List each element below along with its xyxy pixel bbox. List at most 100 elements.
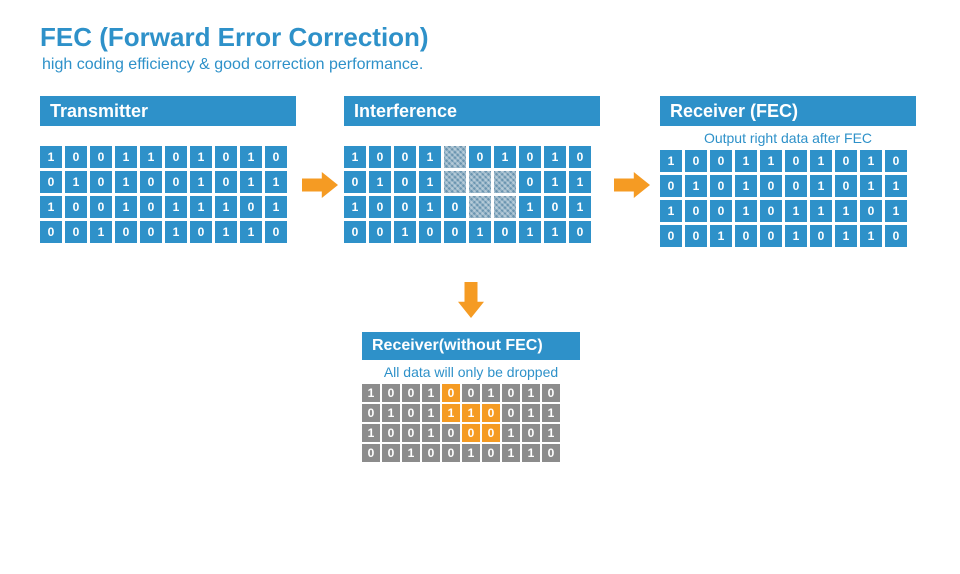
bit-cell: 0 [382, 444, 400, 462]
bit-cell: 0 [140, 196, 162, 218]
bit-cell: 1 [40, 196, 62, 218]
bit-cell: 1 [542, 404, 560, 422]
bit-cell: 0 [422, 444, 440, 462]
bit-cell: 0 [569, 146, 591, 168]
bit-cell [494, 196, 516, 218]
bit-cell: 1 [885, 200, 907, 222]
bit-cell: 1 [860, 225, 882, 247]
bit-cell: 1 [240, 171, 262, 193]
bit-cell: 1 [462, 404, 480, 422]
bit-cell: 1 [569, 171, 591, 193]
bit-cell: 0 [760, 175, 782, 197]
bit-cell: 0 [710, 150, 732, 172]
bit-cell: 0 [362, 444, 380, 462]
bit-cell: 0 [382, 424, 400, 442]
bit-cell: 0 [65, 221, 87, 243]
bit-cell: 0 [90, 171, 112, 193]
bit-cell: 0 [735, 225, 757, 247]
bit-cell [469, 171, 491, 193]
bit-cell-empty [594, 171, 616, 193]
caption-receiver-fec: Output right data after FEC [660, 130, 916, 146]
bit-cell-empty [562, 424, 580, 442]
bit-cell: 0 [685, 200, 707, 222]
bit-cell: 1 [382, 404, 400, 422]
bit-cell: 0 [502, 384, 520, 402]
bitgrid-interference: 1001010100101011100101010010010110 [344, 146, 616, 243]
bit-cell-empty [910, 225, 932, 247]
bit-cell: 1 [519, 221, 541, 243]
bit-cell: 1 [240, 146, 262, 168]
bit-cell: 1 [522, 404, 540, 422]
bit-cell: 0 [835, 175, 857, 197]
bit-cell: 1 [502, 424, 520, 442]
bit-cell: 0 [394, 196, 416, 218]
bit-cell: 0 [215, 146, 237, 168]
bit-cell: 0 [494, 221, 516, 243]
bit-cell: 0 [685, 150, 707, 172]
bit-cell: 1 [544, 146, 566, 168]
bit-cell: 0 [165, 171, 187, 193]
bit-cell: 0 [369, 146, 391, 168]
bit-cell: 0 [402, 384, 420, 402]
bit-cell-empty [594, 221, 616, 243]
bit-cell: 0 [402, 404, 420, 422]
bit-cell: 1 [165, 196, 187, 218]
bit-cell: 1 [735, 200, 757, 222]
bit-cell: 1 [519, 196, 541, 218]
bit-cell: 0 [710, 200, 732, 222]
bit-cell: 1 [265, 196, 287, 218]
page-title: FEC (Forward Error Correction) [40, 22, 429, 53]
bit-cell: 1 [569, 196, 591, 218]
bit-cell: 1 [165, 221, 187, 243]
bit-cell: 0 [394, 146, 416, 168]
bit-cell: 0 [519, 146, 541, 168]
panel-header-receiver-nofec: Receiver(without FEC) [362, 332, 580, 360]
bit-cell: 1 [660, 200, 682, 222]
bit-cell: 1 [469, 221, 491, 243]
bit-cell: 0 [444, 196, 466, 218]
bitgrid-transmitter: 1001101010010100101110010111010010010110 [40, 146, 312, 243]
bit-cell: 0 [369, 221, 391, 243]
bit-cell: 1 [140, 146, 162, 168]
bit-cell: 0 [115, 221, 137, 243]
bit-cell: 1 [65, 171, 87, 193]
panel-header-interference: Interference [344, 96, 600, 126]
bit-cell: 1 [40, 146, 62, 168]
bit-cell: 0 [462, 384, 480, 402]
bit-cell: 0 [140, 171, 162, 193]
bit-cell: 0 [482, 444, 500, 462]
bit-cell: 1 [735, 150, 757, 172]
bit-cell: 0 [344, 221, 366, 243]
bit-cell: 1 [835, 200, 857, 222]
bitgrid-receiver-fec: 1001101010010100101110010111010010010110 [660, 150, 932, 247]
bit-cell: 0 [885, 225, 907, 247]
bit-cell: 0 [482, 404, 500, 422]
bit-cell: 0 [165, 146, 187, 168]
bit-cell-empty [562, 384, 580, 402]
bit-cell: 0 [190, 221, 212, 243]
bit-cell-empty [562, 404, 580, 422]
bit-cell: 1 [115, 171, 137, 193]
bit-cell: 0 [444, 221, 466, 243]
bit-cell: 1 [422, 404, 440, 422]
bit-cell: 1 [522, 384, 540, 402]
bit-cell: 0 [382, 384, 400, 402]
bitgrid-receiver-nofec: 1001001010010111001110010001010010010110 [362, 384, 580, 462]
bit-cell: 1 [215, 221, 237, 243]
bit-cell: 0 [442, 384, 460, 402]
bit-cell: 1 [660, 150, 682, 172]
page-subtitle: high coding efficiency & good correction… [42, 56, 423, 74]
bit-cell-empty [562, 444, 580, 462]
arrow-down-icon [458, 282, 484, 318]
bit-cell: 0 [860, 200, 882, 222]
bit-cell: 1 [422, 424, 440, 442]
bit-cell: 1 [685, 175, 707, 197]
bit-cell: 0 [785, 175, 807, 197]
bit-cell: 0 [569, 221, 591, 243]
bit-cell [444, 146, 466, 168]
bit-cell: 0 [810, 225, 832, 247]
bit-cell: 0 [542, 384, 560, 402]
bit-cell: 0 [660, 175, 682, 197]
bit-cell: 1 [419, 196, 441, 218]
bit-cell: 1 [362, 424, 380, 442]
